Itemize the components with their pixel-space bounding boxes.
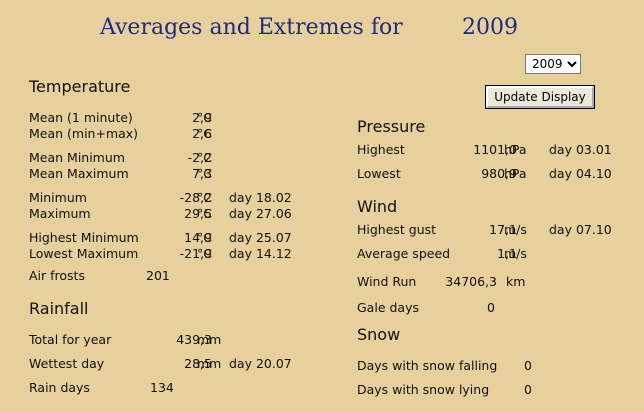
row-label: Maximum (29, 206, 91, 221)
row-value: 0 (487, 300, 495, 315)
row-unit: °C (197, 110, 212, 125)
row-value: 201 (146, 268, 170, 283)
row-unit: hPa (504, 142, 527, 157)
row-day: day 27.06 (229, 206, 292, 221)
row-value: 17,1 (489, 222, 517, 237)
row-label: Mean Minimum (29, 150, 125, 165)
wind-heading: Wind (357, 197, 398, 216)
page-title: Averages and Extremes for 2009 (100, 15, 540, 47)
row-label: Gale days (357, 300, 419, 315)
page-title-year: 2009 (462, 15, 518, 40)
row-value: -21,9 (179, 246, 212, 261)
row-label: Mean (1 minute) (29, 110, 133, 125)
row-unit: m/s (504, 222, 527, 237)
row-value: 1101,0 (473, 142, 517, 157)
pressure-heading: Pressure (357, 117, 426, 136)
row-unit: °C (197, 246, 212, 261)
row-value: 34706,3 (445, 274, 497, 289)
row-unit: °C (197, 150, 212, 165)
row-label: Days with snow falling (357, 358, 498, 373)
rainfall-heading: Rainfall (29, 299, 89, 318)
row-label: Wettest day (29, 356, 105, 371)
row-day: day 04.10 (549, 166, 612, 181)
row-day: day 25.07 (229, 230, 292, 245)
row-label: Air frosts (29, 268, 85, 283)
row-unit: °C (197, 126, 212, 141)
row-value: 134 (150, 380, 174, 395)
row-value: 0 (524, 358, 532, 373)
row-label: Rain days (29, 380, 90, 395)
row-value: -2,2 (187, 150, 212, 165)
row-label: Minimum (29, 190, 87, 205)
snow-heading: Snow (357, 325, 401, 344)
row-unit: mm (197, 332, 222, 347)
row-unit: °C (197, 190, 212, 205)
row-day: day 07.10 (549, 222, 612, 237)
year-select[interactable]: 2009 (525, 54, 581, 74)
row-value: 439,3 (176, 332, 212, 347)
row-day: day 18.02 (229, 190, 292, 205)
row-unit: °C (197, 166, 212, 181)
row-label: Total for year (29, 332, 112, 347)
row-day: day 20.07 (229, 356, 292, 371)
row-label: Mean (min+max) (29, 126, 139, 141)
row-label: Highest Minimum (29, 230, 139, 245)
row-day: day 03.01 (549, 142, 612, 157)
temperature-heading: Temperature (29, 77, 131, 96)
row-unit: °C (197, 230, 212, 245)
row-value: -28,2 (179, 190, 212, 205)
update-display-button[interactable]: Update Display (485, 85, 595, 109)
row-label: Mean Maximum (29, 166, 129, 181)
row-label: Days with snow lying (357, 382, 490, 397)
row-value: 2,9 (192, 110, 212, 125)
row-label: Lowest Maximum (29, 246, 139, 261)
row-label: Wind Run (357, 274, 417, 289)
row-value: 28,5 (184, 356, 212, 371)
row-unit: m/s (504, 246, 527, 261)
row-value: 29,5 (184, 206, 212, 221)
row-label: Lowest (357, 166, 401, 181)
row-value: 0 (524, 382, 532, 397)
row-value: 1,1 (497, 246, 517, 261)
row-value: 980,9 (481, 166, 517, 181)
row-unit: km (506, 274, 526, 289)
row-unit: hPa (504, 166, 527, 181)
row-value: 7,3 (192, 166, 212, 181)
row-unit: mm (197, 356, 222, 371)
page-title-text: Averages and Extremes for (100, 15, 403, 40)
row-unit: °C (197, 206, 212, 221)
row-value: 14,9 (184, 230, 212, 245)
row-label: Average speed (357, 246, 451, 261)
row-value: 2,6 (192, 126, 212, 141)
row-label: Highest gust (357, 222, 437, 237)
row-day: day 14.12 (229, 246, 292, 261)
row-label: Highest (357, 142, 405, 157)
